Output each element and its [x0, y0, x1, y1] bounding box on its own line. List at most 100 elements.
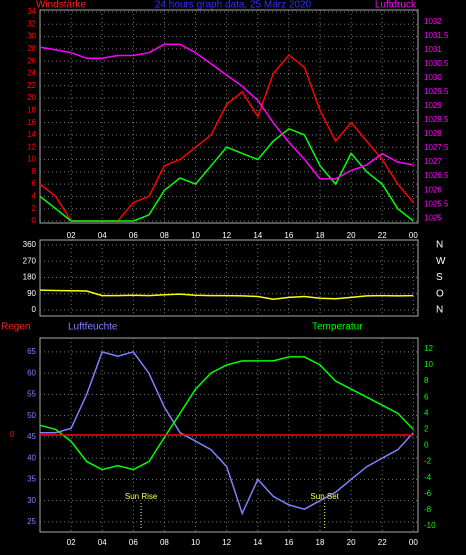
- y2-tick-label: N: [436, 240, 443, 251]
- y2-tick-label: -10: [424, 521, 436, 530]
- y2-tick-label: 1031.5: [424, 31, 449, 40]
- y2-tick-label: S: [436, 272, 443, 283]
- x-tick-label: 20: [347, 231, 356, 240]
- y2-tick-label: N: [436, 305, 443, 316]
- y2-tick-label: 4: [424, 408, 429, 417]
- x-tick-label: 14: [253, 231, 262, 240]
- y-tick-label: 40: [27, 453, 36, 462]
- y2-tick-label: O: [436, 288, 444, 299]
- data-line: [39, 289, 414, 300]
- y2-tick-label: -8: [424, 505, 432, 514]
- x-tick-label: 18: [316, 538, 325, 547]
- y-tick-label: 10: [27, 155, 36, 164]
- y2-tick-label: 1029: [424, 101, 442, 110]
- x-tick-label: 10: [191, 231, 200, 240]
- x-tick-label: 00: [409, 231, 418, 240]
- y-tick-label: 16: [27, 118, 36, 127]
- y2-tick-label: 1025: [424, 213, 442, 222]
- y-tick-label: 2: [32, 204, 37, 213]
- x-tick-label: 02: [67, 538, 76, 547]
- x-tick-label: 06: [129, 231, 138, 240]
- y2-tick-label: 12: [424, 344, 433, 353]
- x-tick-label: 16: [284, 538, 293, 547]
- y2-tick-label: 1031: [424, 45, 442, 54]
- y3-tick-label: 0: [10, 430, 15, 439]
- x-tick-label: 02: [67, 231, 76, 240]
- y2-tick-label: 2: [424, 424, 429, 433]
- x-tick-label: 08: [160, 231, 169, 240]
- y2-tick-label: 1028: [424, 129, 442, 138]
- y2-tick-label: 8: [424, 376, 429, 385]
- y2-tick-label: 1030.5: [424, 59, 449, 68]
- annotation: Sun Set: [310, 492, 339, 501]
- y2-tick-label: -4: [424, 473, 432, 482]
- y-tick-label: 30: [27, 496, 36, 505]
- y-tick-label: 45: [27, 432, 36, 441]
- y-tick-label: 25: [27, 517, 36, 526]
- y2-tick-label: 6: [424, 392, 429, 401]
- x-tick-label: 04: [98, 231, 107, 240]
- y2-tick-label: W: [436, 256, 446, 267]
- y2-tick-label: 1026.5: [424, 171, 449, 180]
- y2-tick-label: -2: [424, 457, 432, 466]
- y2-tick-label: 1027: [424, 157, 442, 166]
- y3-axis-label: Regen: [1, 322, 30, 333]
- y2-tick-label: 10: [424, 360, 433, 369]
- y-tick-label: 22: [27, 81, 36, 90]
- x-tick-label: 08: [160, 538, 169, 547]
- y-tick-label: 20: [27, 93, 36, 102]
- y-tick-label: 8: [32, 167, 37, 176]
- chart-title: 24 hours graph data, 25 März 2020: [155, 0, 312, 11]
- y-tick-label: 55: [27, 390, 36, 399]
- y-tick-label: 65: [27, 347, 36, 356]
- annotation: Sun Rise: [125, 492, 158, 501]
- x-tick-label: 06: [129, 538, 138, 547]
- x-tick-label: 22: [378, 231, 387, 240]
- data-line: [39, 43, 414, 180]
- y-tick-label: 12: [27, 142, 36, 151]
- y-tick-label: 0: [32, 216, 37, 225]
- y-tick-label: 30: [27, 32, 36, 41]
- y2-tick-label: 1028.5: [424, 115, 449, 124]
- y-tick-label: 35: [27, 475, 36, 484]
- y-tick-label: 14: [27, 130, 36, 139]
- y-tick-label: 24: [27, 69, 36, 78]
- y-tick-label: 32: [27, 19, 36, 28]
- y2-tick-label: 1030: [424, 73, 442, 82]
- plot-frame: [39, 9, 419, 224]
- data-line: [39, 356, 414, 471]
- y-axis-label: Windstärke: [36, 0, 86, 11]
- x-tick-label: 18: [316, 231, 325, 240]
- data-line: [39, 127, 414, 222]
- y-tick-label: 28: [27, 44, 36, 53]
- y-tick-label: 6: [32, 179, 37, 188]
- y-axis-label: Luftfeuchte: [68, 322, 118, 333]
- x-tick-label: 14: [253, 538, 262, 547]
- y-tick-label: 180: [23, 273, 37, 282]
- x-tick-label: 10: [191, 538, 200, 547]
- y2-axis-label: Temperatur: [312, 322, 363, 333]
- x-tick-label: 12: [222, 231, 231, 240]
- y2-tick-label: -6: [424, 489, 432, 498]
- x-tick-label: 20: [347, 538, 356, 547]
- y2-tick-label: 1032: [424, 17, 442, 26]
- y-tick-label: 360: [23, 240, 37, 249]
- y-tick-label: 34: [27, 7, 36, 16]
- x-tick-label: 16: [284, 231, 293, 240]
- y-tick-label: 0: [32, 305, 37, 314]
- y-tick-label: 50: [27, 411, 36, 420]
- x-tick-label: 04: [98, 538, 107, 547]
- y-tick-label: 26: [27, 56, 36, 65]
- data-line: [40, 350, 414, 516]
- y2-tick-label: 1027.5: [424, 143, 449, 152]
- y2-tick-label: 1026: [424, 185, 442, 194]
- y2-axis-label: Luftdruck: [375, 0, 417, 11]
- x-tick-label: 22: [378, 538, 387, 547]
- y2-tick-label: 0: [424, 441, 429, 450]
- y-tick-label: 4: [32, 192, 37, 201]
- y-tick-label: 90: [27, 289, 36, 298]
- x-tick-label: 00: [409, 538, 418, 547]
- y-tick-label: 18: [27, 105, 36, 114]
- y-tick-label: 270: [23, 256, 37, 265]
